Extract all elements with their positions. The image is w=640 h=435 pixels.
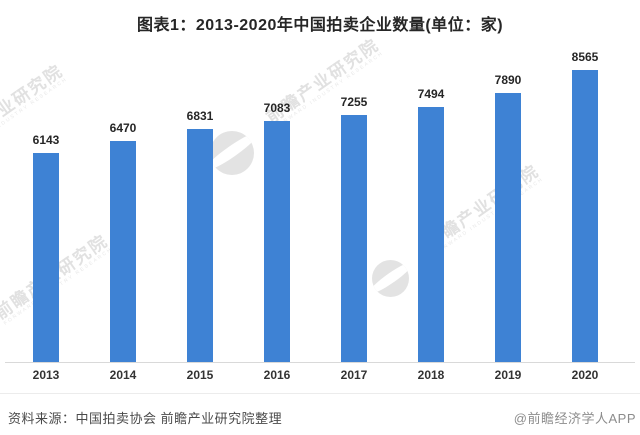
- value-label-2016: 7083: [263, 101, 291, 115]
- bar-2020: [572, 70, 598, 362]
- bar-2018: [418, 107, 444, 362]
- credit-note: @前瞻经济学人APP: [513, 411, 636, 426]
- x-tick-2017: 2017: [340, 368, 368, 382]
- value-label-2017: 7255: [340, 95, 368, 109]
- source-note: 资料来源：中国拍卖协会 前瞻产业研究院整理: [8, 411, 283, 426]
- value-label-2015: 6831: [186, 109, 214, 123]
- chart-title: 图表1：2013-2020年中国拍卖企业数量(单位：家): [136, 17, 504, 34]
- x-tick-2020: 2020: [571, 368, 599, 382]
- x-tick-2018: 2018: [417, 368, 445, 382]
- value-label-2014: 6470: [109, 121, 137, 135]
- x-axis-line: [5, 362, 635, 363]
- x-tick-2014: 2014: [109, 368, 137, 382]
- value-label-2019: 7890: [494, 73, 522, 87]
- bar-2017: [341, 115, 367, 362]
- x-tick-2013: 2013: [32, 368, 60, 382]
- value-label-2013: 6143: [32, 133, 60, 147]
- value-label-2020: 8565: [571, 50, 599, 64]
- x-tick-2016: 2016: [263, 368, 291, 382]
- bar-2013: [33, 153, 59, 362]
- bar-2015: [187, 129, 213, 362]
- bar-2014: [110, 141, 136, 362]
- value-label-2018: 7494: [417, 87, 445, 101]
- footer-separator: [0, 393, 640, 394]
- x-tick-2015: 2015: [186, 368, 214, 382]
- x-tick-2019: 2019: [494, 368, 522, 382]
- bar-2019: [495, 93, 521, 362]
- bar-2016: [264, 121, 290, 362]
